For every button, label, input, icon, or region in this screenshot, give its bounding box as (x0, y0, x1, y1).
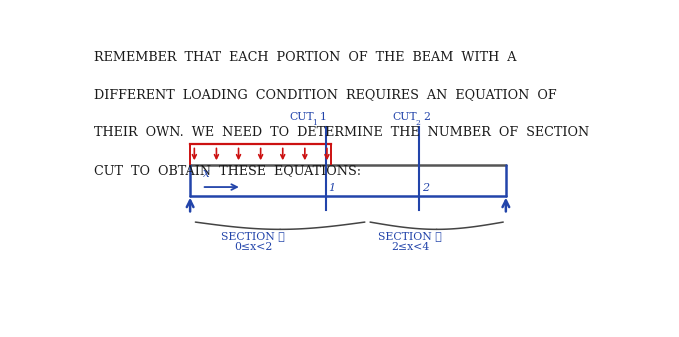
Text: 1: 1 (312, 119, 316, 127)
Text: THEIR  OWN.  WE  NEED  TO  DETERMINE  THE  NUMBER  OF  SECTION: THEIR OWN. WE NEED TO DETERMINE THE NUMB… (94, 126, 589, 139)
Text: 1: 1 (320, 112, 327, 122)
Text: DIFFERENT  LOADING  CONDITION  REQUIRES  AN  EQUATION  OF: DIFFERENT LOADING CONDITION REQUIRES AN … (94, 88, 557, 101)
Text: CUT  TO  OBTAIN  THESE  EQUATIONS:: CUT TO OBTAIN THESE EQUATIONS: (94, 164, 361, 177)
Text: CUT: CUT (289, 112, 314, 122)
Text: SECTION ①: SECTION ① (221, 231, 285, 241)
Text: 2: 2 (423, 112, 430, 122)
Text: 2: 2 (416, 119, 420, 127)
Text: 1: 1 (329, 183, 335, 193)
Text: x: x (203, 167, 209, 180)
Text: CUT: CUT (392, 112, 418, 122)
Text: 2: 2 (422, 183, 429, 193)
Text: 0≤x<2: 0≤x<2 (234, 242, 272, 252)
Text: REMEMBER  THAT  EACH  PORTION  OF  THE  BEAM  WITH  A: REMEMBER THAT EACH PORTION OF THE BEAM W… (94, 51, 517, 64)
Text: SECTION ②: SECTION ② (378, 231, 442, 241)
Text: 2≤x<4: 2≤x<4 (391, 242, 429, 252)
